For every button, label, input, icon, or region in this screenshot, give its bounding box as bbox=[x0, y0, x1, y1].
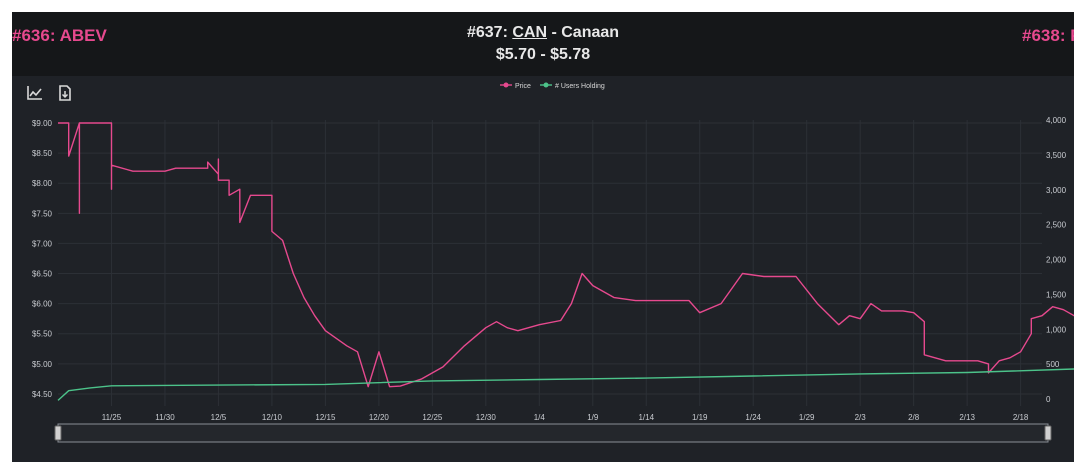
y-left-tick-label: $9.00 bbox=[32, 119, 53, 128]
stock-title: #637: CAN - Canaan $5.70 - $5.78 bbox=[12, 24, 1074, 64]
y-right-tick-label: 1,000 bbox=[1046, 325, 1067, 334]
slider-left-handle[interactable] bbox=[54, 425, 62, 441]
legend-item[interactable]: Price bbox=[515, 83, 531, 90]
y-right-tick-label: 2,000 bbox=[1046, 256, 1067, 265]
y-left-tick-label: $6.00 bbox=[32, 300, 53, 309]
x-tick-label: 1/14 bbox=[638, 413, 654, 422]
x-tick-label: 12/20 bbox=[369, 413, 390, 422]
x-tick-label: 12/10 bbox=[262, 413, 283, 422]
y-left-tick-label: $8.00 bbox=[32, 179, 53, 188]
y-left-tick-label: $5.50 bbox=[32, 330, 53, 339]
y-left-tick-label: $5.00 bbox=[32, 360, 53, 369]
y-left-tick-label: $7.00 bbox=[32, 239, 53, 248]
header-bar: #636: ABEV #637: CAN - Canaan $5.70 - $5… bbox=[12, 12, 1074, 76]
y-left-tick-label: $8.50 bbox=[32, 149, 53, 158]
x-tick-label: 12/15 bbox=[315, 413, 336, 422]
series-line-users-holding bbox=[57, 368, 1074, 401]
x-tick-label: 2/13 bbox=[959, 413, 975, 422]
x-tick-label: 2/8 bbox=[908, 413, 920, 422]
x-tick-label: 1/19 bbox=[692, 413, 708, 422]
x-tick-label: 2/18 bbox=[1013, 413, 1029, 422]
x-tick-label: 1/9 bbox=[587, 413, 599, 422]
x-tick-label: 12/25 bbox=[422, 413, 443, 422]
x-tick-label: 11/30 bbox=[155, 413, 175, 422]
save-image-icon[interactable] bbox=[56, 84, 74, 102]
series-line-price bbox=[58, 122, 1074, 388]
ticker-link[interactable]: CAN bbox=[512, 24, 548, 41]
x-tick-label: 12/30 bbox=[476, 413, 497, 422]
y-left-tick-label: $7.50 bbox=[32, 209, 53, 218]
legend-marker bbox=[503, 82, 509, 88]
next-stock-link[interactable]: #638: P bbox=[1022, 26, 1074, 45]
y-right-tick-label: 3,000 bbox=[1046, 186, 1067, 195]
y-right-tick-label: 0 bbox=[1046, 395, 1051, 404]
price-range: $5.70 - $5.78 bbox=[495, 46, 591, 63]
y-right-tick-label: 4,000 bbox=[1046, 116, 1067, 125]
x-tick-label: 1/24 bbox=[745, 413, 761, 422]
legend-marker bbox=[543, 82, 549, 88]
y-right-tick-label: 2,500 bbox=[1046, 221, 1067, 230]
line-chart-icon[interactable] bbox=[26, 84, 44, 102]
y-right-tick-label: 3,500 bbox=[1046, 151, 1067, 160]
legend-item[interactable]: # Users Holding bbox=[555, 83, 605, 90]
stock-rank: #637: bbox=[466, 24, 513, 41]
company-name: - Canaan bbox=[547, 24, 620, 41]
x-tick-label: 2/3 bbox=[855, 413, 867, 422]
x-tick-label: 1/4 bbox=[534, 413, 546, 422]
y-left-tick-label: $6.50 bbox=[32, 270, 53, 279]
price-chart: $9.00 $8.50 $8.00 $7.50 $7.00 $6.50 $6.00 $5.50… bbox=[32, 82, 1074, 443]
slider-right-handle[interactable] bbox=[1044, 425, 1052, 441]
y-right-tick-label: 1,500 bbox=[1046, 290, 1067, 299]
x-tick-label: 1/29 bbox=[799, 413, 815, 422]
y-left-tick-label: $4.50 bbox=[32, 390, 53, 399]
y-right-tick-label: 500 bbox=[1046, 360, 1060, 369]
previous-stock-link[interactable]: #636: ABEV bbox=[12, 26, 107, 45]
chart-area: $9.00 $8.50 $8.00 $7.50 $7.00 $6.50 $6.00 $5.50… bbox=[12, 76, 1074, 462]
x-tick-label: 12/5 bbox=[211, 413, 227, 422]
chart-panel: #636: ABEV #637: CAN - Canaan $5.70 - $5… bbox=[12, 12, 1074, 462]
x-tick-label: 11/25 bbox=[102, 413, 122, 422]
range-slider[interactable] bbox=[54, 423, 1052, 443]
